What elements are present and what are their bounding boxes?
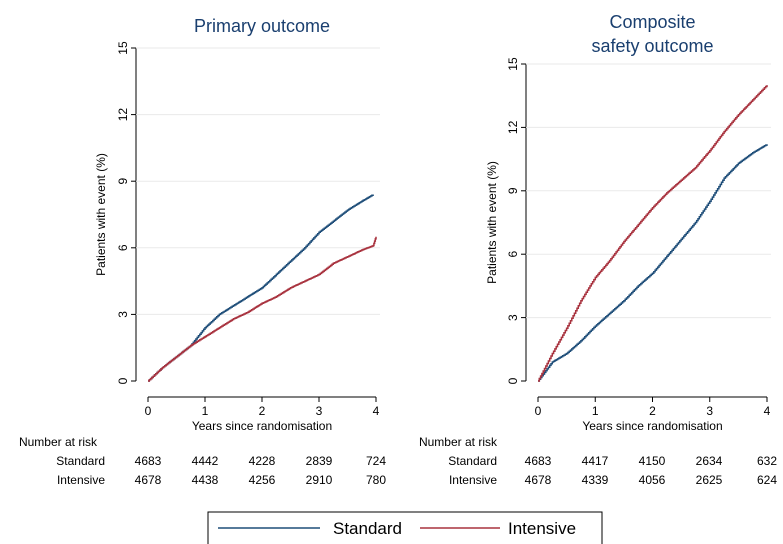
y-tick-label: 3 [116, 311, 130, 318]
x-tick-label: 1 [592, 404, 599, 418]
y-tick-label: 15 [506, 57, 520, 71]
risk-table-header: Number at risk [419, 435, 498, 449]
y-axis-label: Patients with event (%) [485, 161, 499, 284]
risk-value: 4678 [525, 473, 552, 487]
series-line-standard [538, 144, 768, 382]
risk-value: 2625 [696, 473, 723, 487]
y-axis-label: Patients with event (%) [94, 153, 108, 276]
x-tick-label: 2 [649, 404, 656, 418]
y-tick-label: 12 [506, 120, 520, 134]
series-line-intensive [538, 85, 768, 382]
risk-value: 4256 [249, 473, 276, 487]
risk-value: 4438 [192, 473, 219, 487]
risk-value: 2634 [696, 454, 723, 468]
risk-value: 4150 [639, 454, 666, 468]
risk-row-label: Standard [56, 454, 105, 468]
risk-row-label: Intensive [57, 473, 105, 487]
x-axis-label: Years since randomisation [192, 419, 332, 433]
x-tick-label: 0 [145, 404, 152, 418]
risk-value: 4228 [249, 454, 276, 468]
risk-value: 632 [757, 454, 777, 468]
x-tick-label: 3 [316, 404, 323, 418]
risk-value: 4683 [525, 454, 552, 468]
risk-value: 4683 [135, 454, 162, 468]
x-tick-label: 4 [764, 404, 771, 418]
legend: Standard Intensive [207, 511, 603, 544]
x-tick-label: 3 [706, 404, 713, 418]
x-axis-label: Years since randomisation [582, 419, 722, 433]
risk-value: 4442 [192, 454, 219, 468]
risk-value: 2839 [306, 454, 333, 468]
y-tick-label: 3 [506, 314, 520, 321]
risk-value: 4678 [135, 473, 162, 487]
risk-value: 2910 [306, 473, 333, 487]
risk-value: 4056 [639, 473, 666, 487]
y-tick-label: 0 [506, 377, 520, 384]
x-tick-label: 1 [202, 404, 209, 418]
y-tick-label: 0 [116, 377, 130, 384]
chart-title-line: Composite [609, 12, 695, 32]
x-tick-label: 2 [259, 404, 266, 418]
risk-value: 4417 [582, 454, 609, 468]
risk-value: 724 [366, 454, 386, 468]
y-tick-label: 6 [506, 251, 520, 258]
legend-label-intensive: Intensive [508, 519, 576, 538]
chart-title: Primary outcome [194, 16, 330, 36]
y-tick-label: 12 [116, 108, 130, 122]
y-tick-label: 6 [116, 244, 130, 251]
risk-table-header: Number at risk [19, 435, 98, 449]
y-tick-label: 9 [116, 178, 130, 185]
risk-row-label: Standard [448, 454, 497, 468]
y-tick-label: 9 [506, 187, 520, 194]
series-line-intensive [148, 236, 377, 382]
risk-row-label: Intensive [449, 473, 497, 487]
chart-title-line: safety outcome [591, 36, 713, 56]
risk-value: 4339 [582, 473, 609, 487]
risk-value: 780 [366, 473, 386, 487]
y-tick-label: 15 [116, 41, 130, 55]
x-tick-label: 4 [373, 404, 380, 418]
x-tick-label: 0 [535, 404, 542, 418]
legend-label-standard: Standard [333, 519, 402, 538]
risk-value: 624 [757, 473, 777, 487]
